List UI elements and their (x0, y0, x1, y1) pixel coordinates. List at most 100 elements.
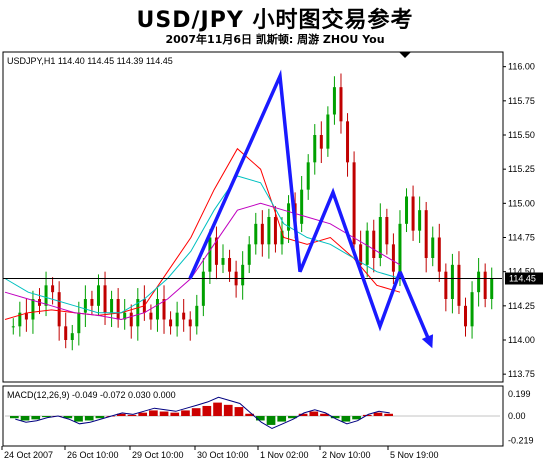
macd-bar (330, 416, 340, 419)
candle-body (444, 271, 448, 299)
macd-bar (84, 416, 94, 421)
moving-average-line (4, 147, 401, 320)
candle-body (385, 217, 389, 245)
candle-body (346, 121, 350, 163)
candle-body (339, 87, 343, 122)
macd-bar (116, 413, 126, 416)
candle-body (129, 312, 133, 327)
y-tick-label: 116.00 (508, 62, 535, 72)
x-tick-label: 26 Oct 10:00 (67, 450, 119, 460)
candle-body (24, 312, 28, 320)
y-tick-label: 113.75 (508, 369, 535, 379)
candle-body (431, 237, 435, 258)
macd-bar (341, 416, 351, 422)
x-tick-label: 30 Oct 10:00 (197, 450, 249, 460)
candle-body (64, 326, 68, 340)
candle-body (208, 237, 212, 272)
candle-body (378, 217, 382, 258)
macd-bar (373, 412, 383, 416)
forecast-arrow-line (398, 270, 432, 344)
macd-bar (234, 407, 244, 416)
macd-bar (74, 416, 83, 422)
candle-body (306, 162, 310, 190)
forecast-arrow-head (421, 334, 434, 349)
macd-plot-layer (5, 396, 500, 430)
candle-body (372, 230, 376, 258)
moving-average-line (4, 202, 401, 321)
candle-body (365, 230, 369, 265)
chart-subtitle: 2007年11月6日 凯斯顿: 周游 ZHOU You (165, 33, 385, 46)
current-price-label: 114.45 (509, 274, 536, 284)
candle-body (228, 258, 232, 272)
candle-body (70, 333, 74, 340)
candle-body (405, 196, 409, 224)
main-plot-layer (3, 69, 502, 351)
macd-bar (288, 416, 297, 419)
candle-body (175, 312, 179, 327)
x-tick-label: 5 Nov 19:00 (390, 450, 439, 460)
candle-body (188, 319, 192, 327)
x-tick-label: 1 Nov 02:00 (260, 450, 309, 460)
macd-bar (191, 408, 201, 416)
macd-bar (320, 413, 329, 416)
candle-body (437, 237, 441, 272)
candle-body (326, 114, 330, 149)
candle-body (247, 244, 251, 265)
macd-bar (10, 416, 19, 419)
y-tick-label: 114.00 (508, 335, 535, 345)
candle-body (136, 299, 140, 327)
candle-body (123, 312, 127, 320)
y-tick-label: 114.25 (508, 301, 535, 311)
candle-body (77, 312, 81, 334)
candle-body (155, 299, 159, 320)
candle-body (398, 223, 402, 272)
candle-body (90, 299, 94, 306)
macd-bar (277, 416, 287, 422)
candle-body (18, 312, 22, 327)
macd-bar (384, 413, 393, 416)
candle-body (332, 87, 336, 115)
candle-body (319, 135, 323, 149)
candle-body (83, 299, 87, 313)
candle-body (470, 292, 474, 327)
candle-body (483, 271, 487, 299)
candle-body (44, 285, 48, 306)
macd-bar (95, 416, 105, 419)
y-tick-label: 115.50 (508, 130, 535, 140)
macd-bar (42, 416, 51, 418)
macd-bar (181, 410, 190, 416)
y-tick-label: 115.00 (508, 198, 535, 208)
macd-bar (31, 416, 41, 420)
candle-body (221, 258, 225, 265)
candle-body (464, 305, 468, 327)
candle-body (11, 326, 15, 328)
candle-body (57, 292, 61, 327)
x-tick-label: 24 Oct 2007 (4, 450, 53, 460)
candle-body (411, 196, 415, 231)
macd-bar (20, 416, 30, 421)
candle-body (450, 264, 454, 299)
candle-body (267, 217, 271, 245)
y-tick-label: 114.50 (508, 267, 535, 277)
candle-body (162, 299, 166, 320)
candle-body (477, 271, 481, 293)
macd-bar (202, 405, 212, 416)
macd-bar (245, 413, 254, 416)
candle-body (287, 203, 291, 231)
candle-body (359, 244, 363, 265)
macd-bar (266, 416, 276, 425)
x-tick-label: 2 Nov 10:00 (322, 450, 371, 460)
candle-body (260, 223, 264, 245)
candle-body (103, 285, 107, 313)
candle-body (182, 312, 186, 320)
macd-bar (149, 410, 158, 416)
macd-y-tick-label: 0.00 (508, 411, 526, 421)
main-info-label: USDJPY,H1 114.40 114.45 114.39 114.45 (7, 56, 173, 66)
moving-average-line (4, 175, 401, 314)
macd-signal-line (15, 396, 390, 430)
current-price-tag (505, 272, 543, 285)
candle-body (313, 135, 317, 163)
candle-body (418, 210, 422, 231)
candle-body (51, 285, 55, 293)
